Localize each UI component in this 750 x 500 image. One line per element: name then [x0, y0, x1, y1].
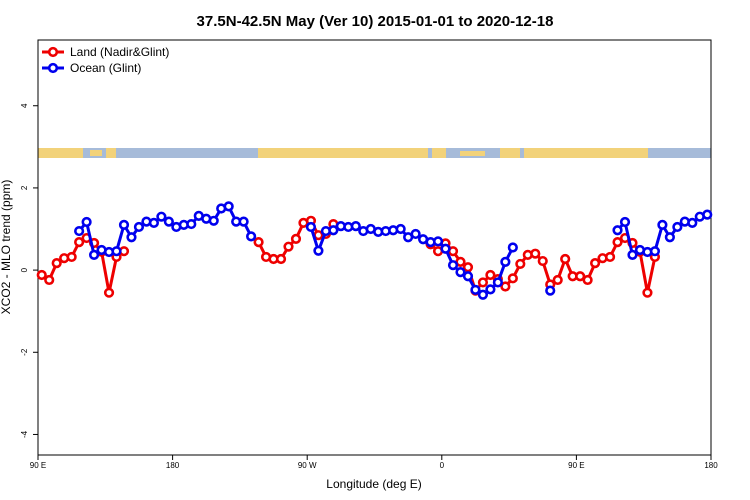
x-tick-label: 180	[166, 461, 180, 470]
data-point	[545, 285, 556, 296]
data-point	[672, 221, 683, 233]
data-point	[156, 211, 167, 222]
x-tick-label: 90 W	[298, 461, 317, 470]
data-point	[462, 262, 474, 273]
data-point	[530, 248, 541, 259]
data-point	[410, 228, 421, 240]
data-point	[275, 253, 287, 265]
data-point	[470, 284, 481, 295]
chart-title: 37.5N-42.5N May (Ver 10) 2015-01-01 to 2…	[197, 13, 554, 30]
data-point	[560, 253, 571, 265]
data-point	[507, 273, 518, 284]
data-point	[485, 284, 496, 295]
legend-item: Ocean (Glint)	[42, 61, 141, 75]
data-point	[664, 232, 675, 243]
legend-label: Land (Nadir&Glint)	[70, 45, 169, 59]
data-point	[507, 242, 518, 253]
data-point	[74, 225, 85, 237]
y-tick-label: 4	[20, 103, 29, 108]
data-point	[477, 289, 489, 300]
data-point	[462, 271, 474, 282]
x-tick-label: 180	[704, 461, 718, 470]
data-point	[111, 246, 122, 257]
y-tick-label: -2	[20, 348, 29, 356]
data-point	[283, 241, 294, 252]
data-point	[290, 233, 302, 244]
data-point	[238, 216, 249, 227]
data-point	[515, 258, 526, 270]
legend-item: Land (Nadir&Glint)	[42, 45, 169, 59]
data-point	[477, 277, 489, 288]
data-point	[500, 281, 511, 292]
data-point	[649, 246, 661, 257]
map-strip	[38, 148, 711, 158]
data-point	[455, 267, 466, 278]
data-point	[604, 251, 616, 263]
y-tick-label: 2	[20, 185, 29, 190]
data-point	[575, 271, 586, 282]
data-point	[687, 217, 698, 228]
data-point	[51, 258, 62, 269]
data-point	[126, 232, 137, 243]
data-point	[133, 221, 145, 233]
data-point	[66, 251, 77, 263]
legend-marker	[47, 46, 59, 58]
data-point	[88, 249, 100, 260]
data-point	[589, 258, 601, 269]
data-point	[253, 237, 264, 248]
data-point	[500, 256, 511, 267]
data-point	[246, 231, 257, 242]
legend-marker	[47, 62, 59, 74]
data-point	[148, 217, 160, 228]
data-point	[74, 237, 85, 248]
data-point	[432, 236, 444, 247]
data-point	[328, 225, 339, 236]
data-point	[582, 274, 593, 286]
data-point	[492, 277, 503, 288]
data-point	[223, 201, 234, 212]
data-point	[395, 223, 406, 235]
data-point	[305, 221, 317, 233]
y-axis-label: XCO2 - MLO trend (ppm)	[0, 180, 13, 315]
data-point	[208, 215, 219, 226]
data-point	[642, 287, 653, 298]
data-point	[44, 274, 55, 286]
y-tick-label: 0	[20, 267, 29, 272]
data-point	[81, 216, 92, 228]
data-point	[350, 221, 361, 232]
y-tick-label: -4	[20, 430, 29, 438]
data-point	[702, 209, 713, 220]
data-point	[627, 249, 638, 260]
data-point	[186, 218, 197, 230]
plot-frame	[37, 39, 712, 456]
x-tick-label: 90 E	[30, 461, 46, 470]
data-point	[163, 216, 174, 227]
data-point	[313, 245, 324, 256]
data-point	[447, 260, 459, 271]
legend-label: Ocean (Glint)	[70, 61, 141, 75]
x-tick-label: 90 E	[568, 461, 584, 470]
data-point	[612, 237, 623, 248]
data-point	[552, 274, 563, 286]
data-point	[657, 219, 668, 231]
x-axis-label: Longitude (deg E)	[326, 477, 421, 491]
data-point	[118, 219, 130, 231]
data-point	[485, 269, 496, 281]
data-point	[103, 287, 115, 298]
data-point	[440, 243, 451, 254]
data-point	[619, 216, 631, 228]
data-point	[36, 269, 47, 281]
x-tick-label: 0	[440, 461, 445, 470]
data-point	[612, 225, 623, 236]
data-point	[537, 255, 548, 267]
